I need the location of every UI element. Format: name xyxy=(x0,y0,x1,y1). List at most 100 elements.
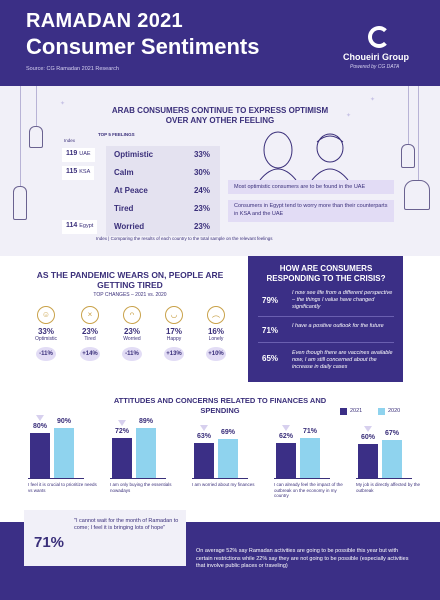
emotion-change: +14% xyxy=(80,347,100,361)
feeling-row: Tired 23% xyxy=(106,200,220,218)
emotion-change: +10% xyxy=(206,347,226,361)
quote-text: "I cannot wait for the month of Ramadan … xyxy=(74,518,179,531)
bar-value-label: 90% xyxy=(56,417,71,425)
index-value: 115 xyxy=(66,168,78,175)
emotion-worried: ᴖ 23% Worried -11% xyxy=(114,306,150,361)
bar-value-label: 63% xyxy=(196,432,211,440)
divider xyxy=(258,316,394,317)
feeling-value: 24% xyxy=(193,186,210,195)
star-icon: ✦ xyxy=(346,113,352,119)
bar-2020 xyxy=(54,427,74,478)
emotion-change: +13% xyxy=(164,347,184,361)
emotion-label: Worried xyxy=(123,336,141,342)
legend-swatch-2020 xyxy=(378,408,385,415)
index-value: 114 xyxy=(66,222,78,229)
lonely-face-icon: ︵ xyxy=(207,306,225,324)
emotion-label: Tired xyxy=(84,336,96,342)
response-text: Even though there are vaccines available… xyxy=(292,350,393,370)
lantern-string xyxy=(408,86,409,144)
response-pct: 71% xyxy=(262,326,279,335)
feeling-name: Calm xyxy=(114,168,134,177)
chart-baseline xyxy=(274,478,330,479)
lantern-string xyxy=(36,86,37,126)
header-banner xyxy=(0,0,440,86)
bar-value-label: 89% xyxy=(138,418,153,426)
bar-value-label: 62% xyxy=(278,433,293,441)
feeling-name: Optimistic xyxy=(114,150,154,159)
chart-baseline xyxy=(192,478,248,479)
logo-name: Choueiri Group xyxy=(343,52,409,62)
emotion-tired: × 23% Tired +14% xyxy=(72,306,108,361)
worried-face-icon: ᴖ xyxy=(123,306,141,324)
logo-icon xyxy=(368,26,390,48)
legend-label-2020: 2020 xyxy=(388,408,401,414)
feelings-title: ARAB CONSUMERS CONTINUE TO EXPRESS OPTIM… xyxy=(111,106,329,125)
lantern-icon xyxy=(401,144,415,168)
feeling-row: Optimistic 33% xyxy=(106,146,220,164)
category-label: I am only buying the essentials nowadays xyxy=(110,482,172,493)
bar-2020 xyxy=(218,439,238,478)
index-country: UAE xyxy=(79,151,91,157)
bar-2020 xyxy=(300,438,320,478)
index-note: Index | Comparing the results of each co… xyxy=(96,236,273,241)
emotion-happy: ◡ 17% Happy +13% xyxy=(156,306,192,361)
responding-panel xyxy=(248,256,403,382)
star-icon: ✦ xyxy=(60,101,66,107)
index-value: 119 xyxy=(66,150,78,157)
tired-face-icon: × xyxy=(81,306,99,324)
legend-swatch-2021 xyxy=(340,408,347,415)
bar-2021 xyxy=(358,444,378,478)
marker-triangle-icon xyxy=(200,424,208,431)
bar-2021 xyxy=(276,443,296,478)
category-label: I feel it is crucial to prioritize needs… xyxy=(28,482,97,493)
bar-2021 xyxy=(112,437,132,478)
feeling-name: Tired xyxy=(114,204,134,213)
attitudes-title: ATTITUDES AND CONCERNS RELATED TO FINANC… xyxy=(113,396,327,415)
emotion-change: -11% xyxy=(36,347,56,361)
bar-2020 xyxy=(382,440,402,478)
bar-value-label: 69% xyxy=(220,429,235,437)
emotion-label: Lonely xyxy=(208,336,224,342)
feeling-value: 23% xyxy=(193,222,210,231)
feeling-row: Calm 30% xyxy=(106,164,220,182)
response-pct: 65% xyxy=(262,354,279,363)
top5-label: TOP 5 FEELINGS xyxy=(98,132,135,137)
legend-label-2021: 2021 xyxy=(350,408,363,414)
chart-baseline xyxy=(28,478,84,479)
source-note: Source: CG Ramadan 2021 Research xyxy=(26,66,119,72)
bar-2021 xyxy=(30,433,50,478)
index-country: Egypt xyxy=(79,223,94,229)
average-note: On average 52% say Ramadan activities ar… xyxy=(196,548,409,569)
quote-pct: 71% xyxy=(34,534,65,551)
emotion-lonely: ︵ 16% Lonely +10% xyxy=(198,306,234,361)
smile-icon: ☺ xyxy=(37,306,55,324)
bar-2020 xyxy=(136,428,156,478)
response-text: I now see life from a different perspect… xyxy=(292,290,393,310)
feeling-value: 23% xyxy=(193,204,210,213)
pandemic-title: AS THE PANDEMIC WEARS ON, PEOPLE ARE GET… xyxy=(36,270,224,290)
bar-value-label: 67% xyxy=(384,430,399,438)
quote-box xyxy=(24,510,186,566)
marker-triangle-icon xyxy=(364,426,372,433)
bar-2021 xyxy=(194,442,214,478)
lantern-icon xyxy=(13,186,27,220)
emotion-label: Optimistic xyxy=(35,336,57,342)
responding-title: HOW ARE CONSUMERS RESPONDING TO THE CRIS… xyxy=(266,264,386,283)
lantern-string xyxy=(418,86,419,180)
divider xyxy=(258,342,394,343)
happy-face-icon: ◡ xyxy=(165,306,183,324)
feeling-value: 30% xyxy=(193,168,210,177)
lantern-icon xyxy=(404,180,430,210)
bar-value-label: 71% xyxy=(302,428,317,436)
feeling-row: At Peace 24% xyxy=(106,182,220,200)
category-label: I can already feel the impact of the out… xyxy=(274,482,343,498)
feeling-name: At Peace xyxy=(114,186,148,195)
index-badge-ksa: 115 KSA xyxy=(62,166,95,180)
feeling-name: Worried xyxy=(114,222,145,231)
chart-baseline xyxy=(110,478,166,479)
index-label: Index xyxy=(64,138,76,143)
category-label: I am worried about my finances xyxy=(192,482,255,487)
emotion-optimistic: ☺ 33% Optimistic -11% xyxy=(28,306,64,361)
response-pct: 79% xyxy=(262,296,279,305)
worried-note: Consumers in Egypt tend to worry more th… xyxy=(228,200,394,222)
